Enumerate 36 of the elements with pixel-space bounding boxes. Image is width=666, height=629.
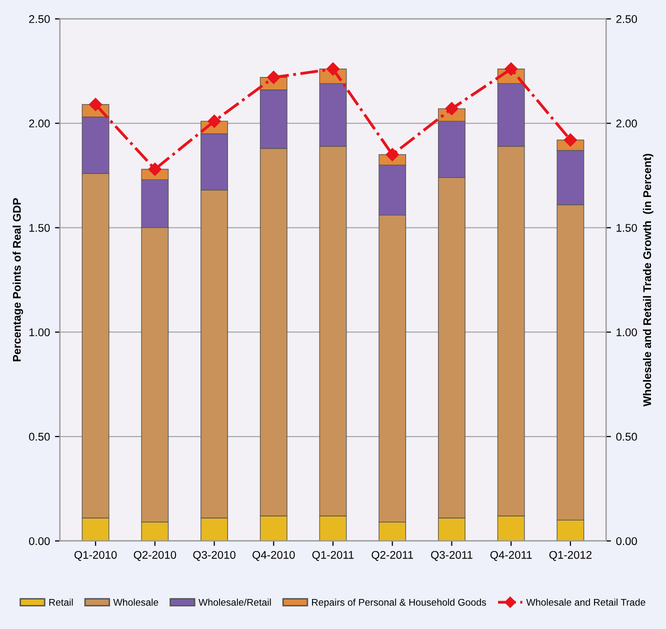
point bbox=[386, 148, 399, 162]
x-tick-label: Q1-2011 bbox=[312, 550, 354, 561]
point bbox=[326, 62, 340, 76]
legend-label: Wholesale and Retail Trade bbox=[526, 598, 646, 606]
x-tick-label: Q4-2011 bbox=[490, 550, 532, 561]
y2-tick-label: 0.50 bbox=[616, 432, 637, 441]
y2-tick-label: 0.00 bbox=[616, 537, 637, 546]
y-tick-label: 2.00 bbox=[29, 120, 50, 128]
legend-label: Retail bbox=[49, 598, 73, 606]
y-axis-title: Percentage Points of Real GDP bbox=[12, 198, 24, 362]
y-tick-label: 1.50 bbox=[29, 224, 50, 232]
point bbox=[564, 133, 578, 147]
point bbox=[148, 162, 162, 176]
y2-tick-label: 2.50 bbox=[616, 15, 637, 24]
point bbox=[88, 98, 102, 112]
legend-label: Wholesale bbox=[113, 598, 158, 606]
x-tick-label: Q1-2010 bbox=[74, 550, 117, 561]
y-tick-label: 0.00 bbox=[29, 537, 50, 546]
legend-label: Wholesale/Retail bbox=[198, 598, 271, 606]
y2-axis-title: Wholesale and Retail Trade Growth (in Percent) bbox=[642, 154, 654, 406]
x-tick-label: Q2-2010 bbox=[134, 550, 176, 561]
x-tick-label: Q2-2011 bbox=[372, 550, 414, 561]
y2-tick-label: 1.50 bbox=[616, 224, 637, 232]
point bbox=[445, 102, 458, 116]
x-tick-label: Q1-2012 bbox=[549, 550, 592, 561]
x-tick-label: Q3-2011 bbox=[431, 550, 472, 561]
x-tick-label: Q3-2010 bbox=[193, 550, 236, 561]
y2-tick-label: 1.00 bbox=[616, 328, 637, 336]
y-tick-label: 2.50 bbox=[29, 15, 50, 24]
x-tick-label: Q4-2010 bbox=[252, 550, 295, 561]
point bbox=[267, 70, 280, 84]
y-tick-label: 0.50 bbox=[29, 432, 50, 441]
y-tick-label: 1.00 bbox=[29, 328, 50, 336]
legend-label: Repairs of Personal & Household Goods bbox=[312, 598, 486, 608]
point bbox=[504, 62, 518, 76]
y2-tick-label: 2.00 bbox=[616, 120, 637, 128]
